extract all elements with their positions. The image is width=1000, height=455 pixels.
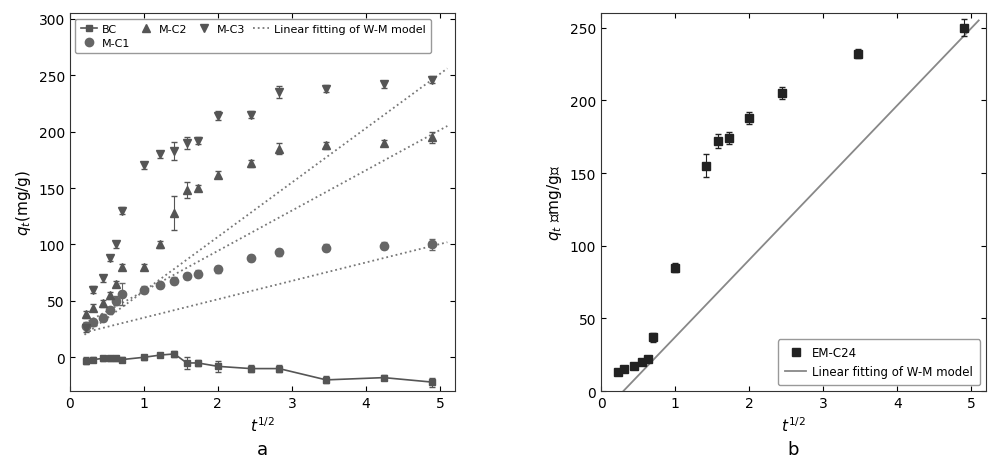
Text: b: b: [788, 440, 799, 455]
Text: a: a: [257, 440, 268, 455]
Y-axis label: $q_t$ （mg/g）: $q_t$ （mg/g）: [545, 165, 564, 241]
X-axis label: $t^{1/2}$: $t^{1/2}$: [781, 416, 806, 435]
Legend: BC, M-C1, M-C2, M-C3, Linear fitting of W-M model: BC, M-C1, M-C2, M-C3, Linear fitting of …: [75, 20, 431, 54]
Y-axis label: $q_t$(mg/g): $q_t$(mg/g): [14, 170, 33, 236]
X-axis label: $t^{1/2}$: $t^{1/2}$: [250, 416, 275, 435]
Legend: EM-C24, Linear fitting of W-M model: EM-C24, Linear fitting of W-M model: [778, 339, 980, 385]
